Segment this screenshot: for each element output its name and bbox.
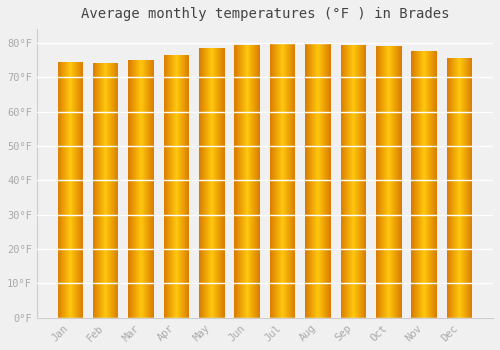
Title: Average monthly temperatures (°F ) in Brades: Average monthly temperatures (°F ) in Br… [80,7,449,21]
